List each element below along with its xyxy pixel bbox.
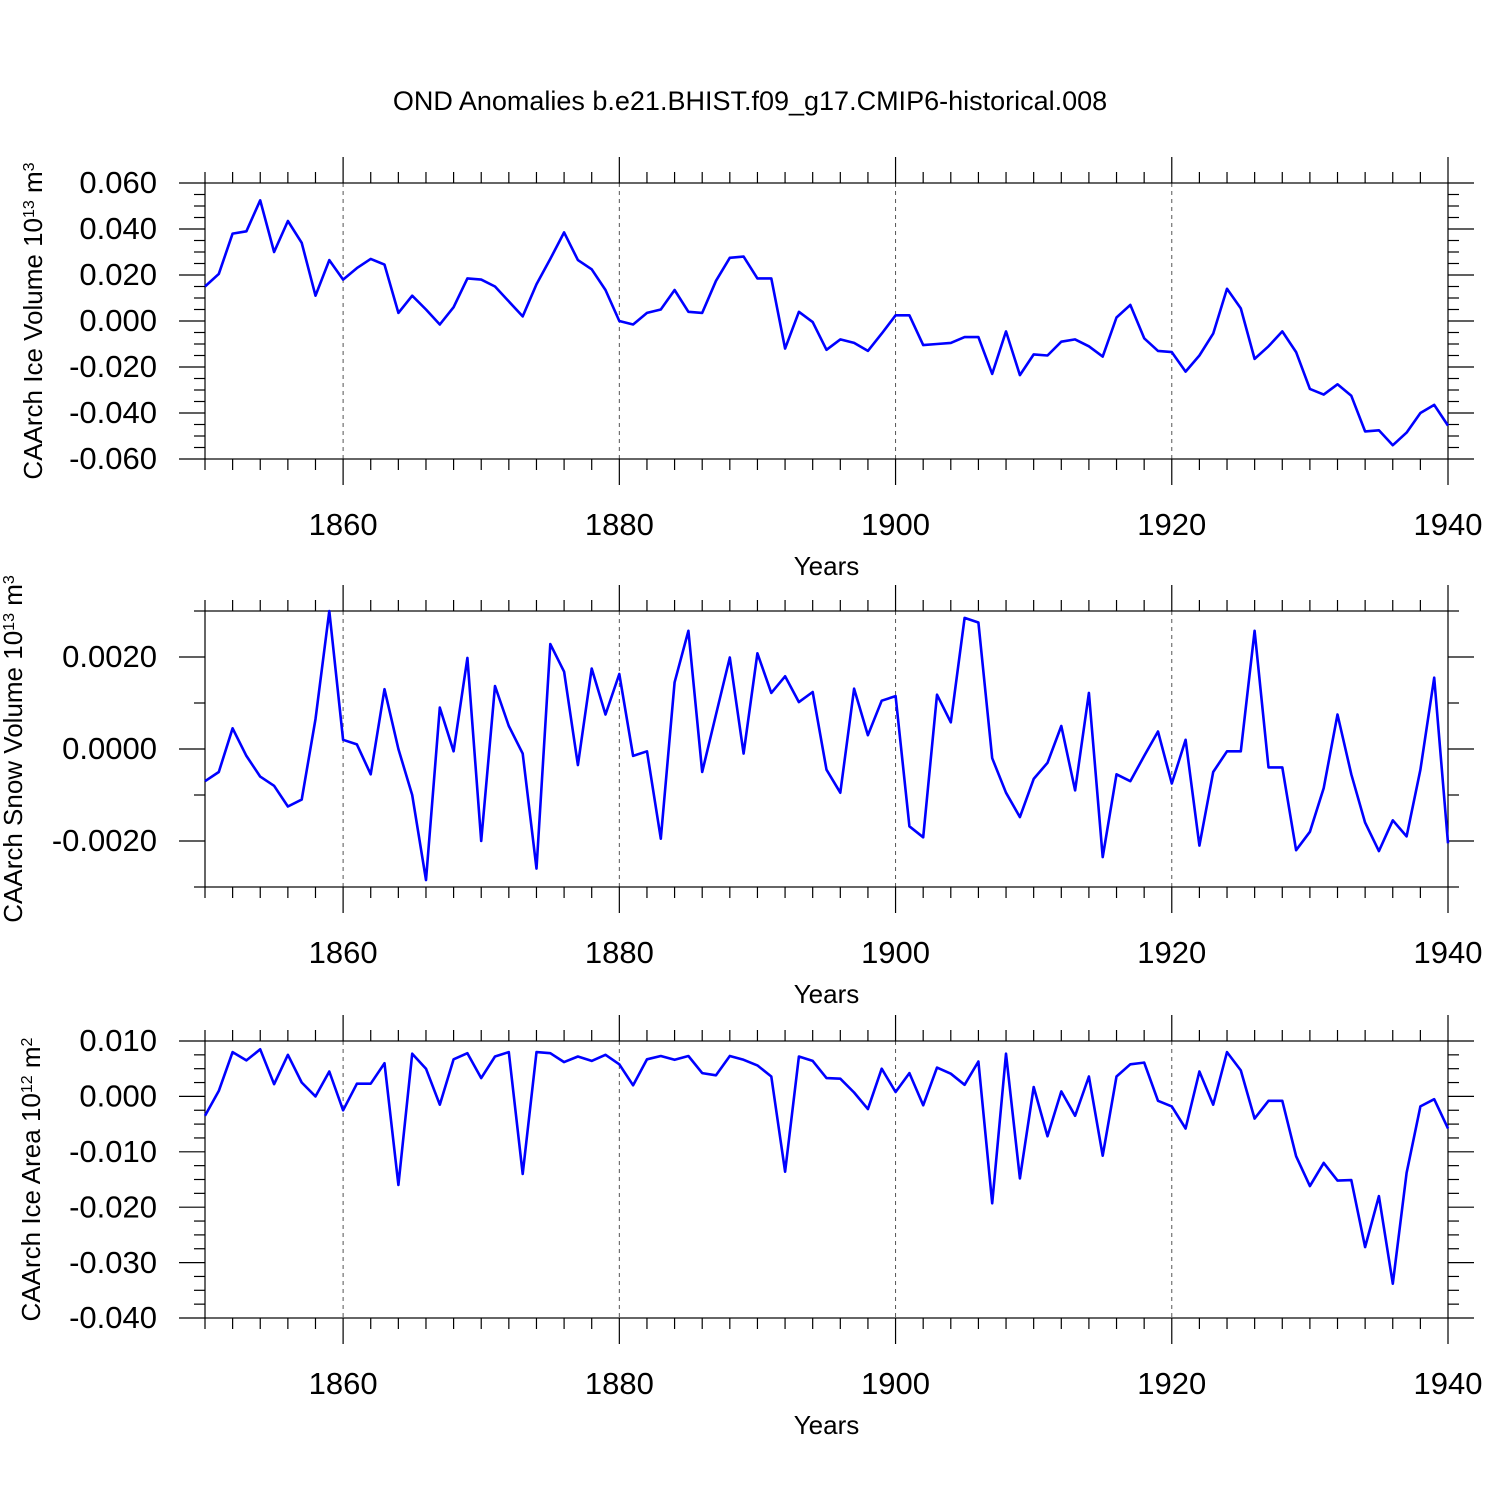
y-tick-label: -0.040 — [69, 1300, 157, 1335]
plot-frame — [204, 610, 1449, 888]
y-tick-label: -0.030 — [69, 1245, 157, 1280]
x-axis-title: Years — [794, 979, 860, 1009]
x-tick-label: 1920 — [1137, 1366, 1206, 1401]
y-tick-label: -0.040 — [69, 395, 157, 430]
x-tick-label: 1900 — [861, 1366, 930, 1401]
series-line — [204, 199, 1450, 447]
x-tick-label: 1860 — [309, 507, 378, 542]
y-axis-title-unit: m — [18, 171, 48, 200]
y-tick-label: 0.0000 — [62, 731, 157, 766]
y-tick-label: 0.000 — [79, 303, 157, 338]
x-tick-label: 1940 — [1414, 507, 1483, 542]
x-axis-title: Years — [794, 1410, 860, 1440]
y-tick-label: 0.0020 — [62, 639, 157, 674]
y-tick-label: 0.020 — [79, 257, 157, 292]
plot-frame — [204, 1040, 1449, 1319]
plot-frame — [204, 182, 1449, 460]
x-tick-label: 1880 — [585, 507, 654, 542]
x-axis-title: Years — [794, 551, 860, 581]
y-axis-title-unit: m — [16, 1046, 46, 1075]
x-tick-label: 1920 — [1137, 507, 1206, 542]
x-tick-label: 1880 — [585, 1366, 654, 1401]
x-tick-label: 1860 — [309, 935, 378, 970]
x-tick-label: 1920 — [1137, 935, 1206, 970]
chart-title: OND Anomalies b.e21.BHIST.f09_g17.CMIP6-… — [393, 86, 1107, 116]
x-tick-label: 1940 — [1414, 935, 1483, 970]
series-line — [203, 1048, 1450, 1285]
x-tick-label: 1880 — [585, 935, 654, 970]
y-tick-label: -0.010 — [69, 1134, 157, 1169]
y-axis-title-exp: 13 — [21, 200, 38, 218]
y-axis-title: CAArch Ice Area 1012 m2 — [16, 1037, 46, 1321]
y-axis-title-unit: m — [0, 584, 28, 613]
y-tick-label: -0.020 — [69, 349, 157, 384]
x-tick-label: 1860 — [309, 1366, 378, 1401]
y-tick-label: 0.040 — [79, 211, 157, 246]
y-axis-title: CAArch Ice Volume 1013 m3 — [18, 162, 48, 479]
y-axis-title-main: CAArch Ice Area 10 — [16, 1093, 46, 1321]
y-tick-label: 0.000 — [79, 1079, 157, 1114]
y-axis-title-unit-exp: 3 — [21, 162, 38, 171]
panel-3: -0.040 -0.030 -0.020 -0.010 0.000 0.010 1860 18… — [16, 1015, 1482, 1440]
y-axis-title-unit-exp: 3 — [1, 575, 18, 584]
y-axis-title: CAArch Snow Volume 1013 m3 — [0, 575, 28, 923]
y-tick-label: 0.060 — [79, 165, 157, 200]
y-axis-title-exp: 13 — [1, 613, 18, 631]
y-axis-title-exp: 12 — [19, 1075, 36, 1093]
y-axis-title-main: CAArch Ice Volume 10 — [18, 218, 48, 480]
y-tick-label: -0.0020 — [52, 823, 157, 858]
y-axis-title-unit-exp: 2 — [19, 1037, 36, 1046]
y-tick-label: 0.010 — [79, 1023, 157, 1058]
x-tick-label: 1900 — [861, 507, 930, 542]
panel-1: -0.060 -0.040 -0.020 0.000 0.020 0.040 0.060 18… — [18, 157, 1482, 581]
panel-2: -0.0020 0.0000 0.0020 1860 1880 1900 1920 1940 Y… — [0, 575, 1482, 1009]
x-tick-label: 1940 — [1414, 1366, 1483, 1401]
y-tick-label: -0.020 — [69, 1189, 157, 1224]
series-line — [204, 609, 1450, 882]
y-axis-title-main: CAArch Snow Volume 10 — [0, 631, 28, 923]
y-tick-label: -0.060 — [69, 441, 157, 476]
x-tick-label: 1900 — [861, 935, 930, 970]
chart-panels: -0.060 -0.040 -0.020 0.000 0.020 0.040 0.060 18… — [0, 157, 1482, 1440]
